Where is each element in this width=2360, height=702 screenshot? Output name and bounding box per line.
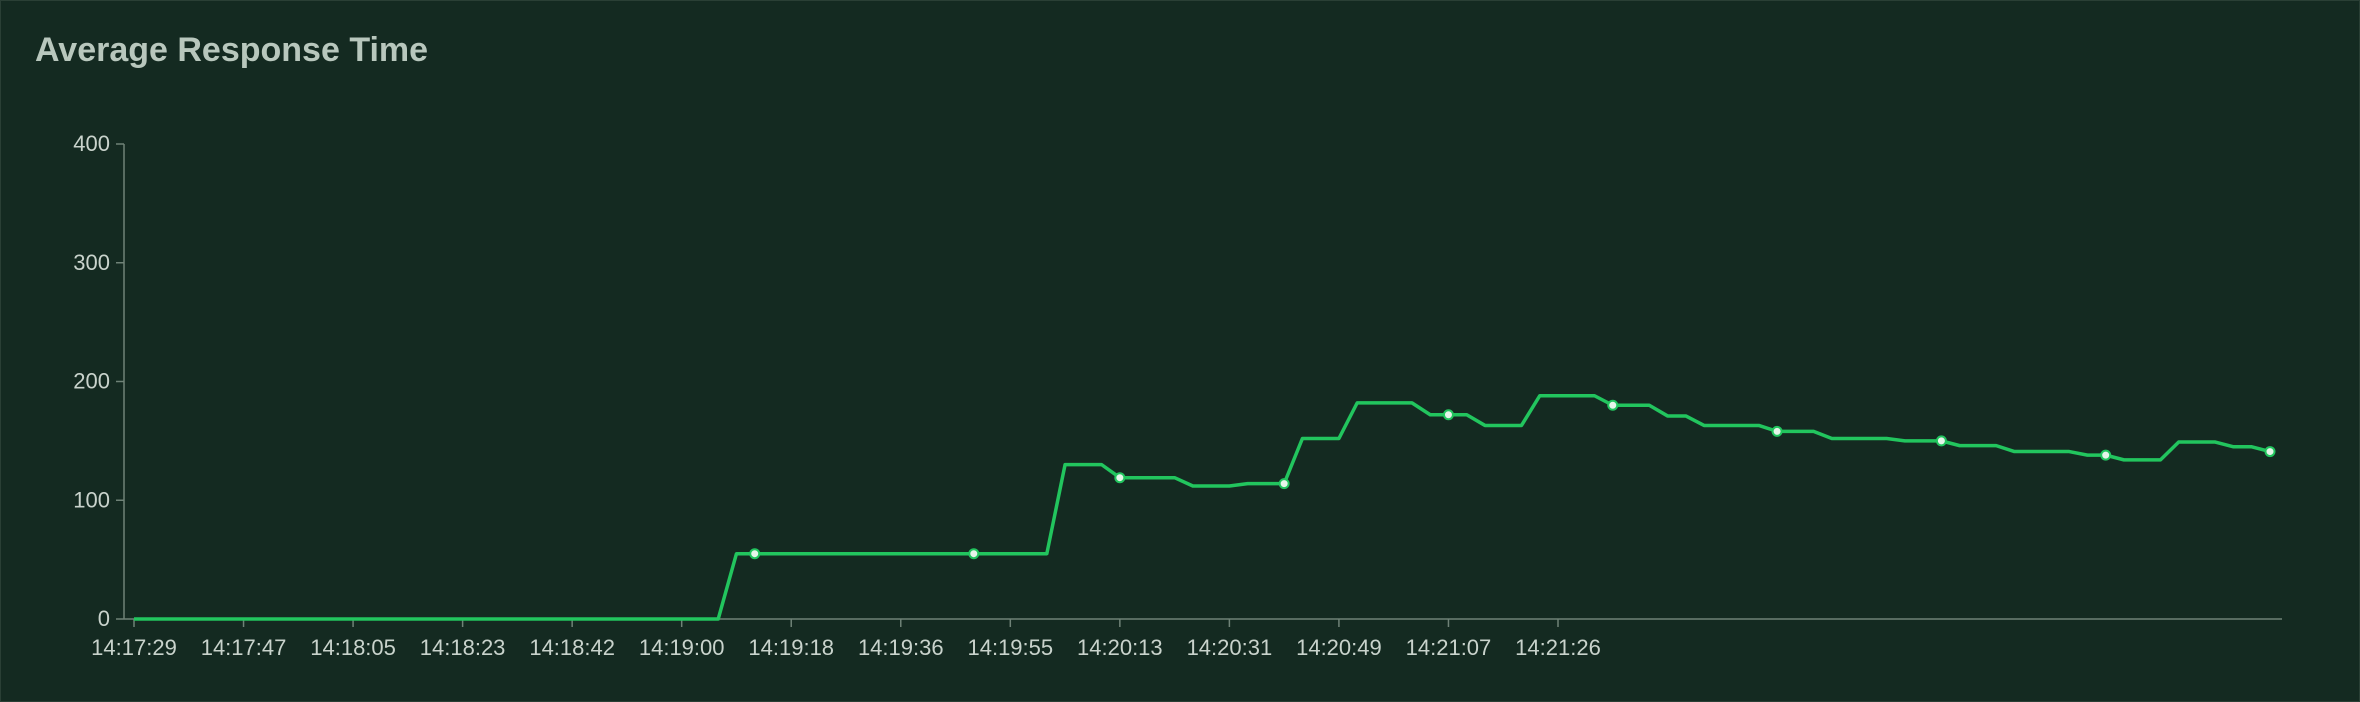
chart-title: Average Response Time [35,31,429,69]
y-tick-label: 400 [73,131,110,156]
data-point [2264,446,2276,458]
y-tick-label: 100 [73,487,110,512]
data-point [1935,435,1947,447]
x-tick-label: 14:19:00 [639,635,725,660]
y-tick-label: 200 [73,369,110,394]
x-tick-label: 14:17:29 [91,635,177,660]
plot-area [134,394,2276,621]
data-point [1442,409,1454,421]
series-line [134,394,2271,621]
axes: 0 100 200 300 400 14:17:29 14:17:47 14:18:05 14:… [73,131,2282,660]
data-point [968,548,980,560]
y-tick-label: 0 [98,606,110,631]
x-tick-label: 14:19:55 [967,635,1053,660]
x-tick-label: 14:21:26 [1515,635,1601,660]
data-point [1607,399,1619,411]
x-tick-label: 14:21:07 [1406,635,1492,660]
x-tick-label: 14:20:49 [1296,635,1382,660]
data-point [1114,472,1126,484]
x-tick-label: 14:19:18 [748,635,834,660]
data-point [749,548,761,560]
x-tick-label: 14:17:47 [201,635,287,660]
data-point [1771,425,1783,437]
x-tick-label: 14:18:23 [420,635,506,660]
data-point [1278,478,1290,490]
x-tick-label: 14:20:31 [1187,635,1273,660]
x-tick-label: 14:18:42 [529,635,615,660]
x-tick-label: 14:19:36 [858,635,944,660]
data-point [2100,449,2112,461]
x-tick-label: 14:18:05 [310,635,396,660]
x-tick-label: 14:20:13 [1077,635,1163,660]
y-tick-label: 300 [73,250,110,275]
